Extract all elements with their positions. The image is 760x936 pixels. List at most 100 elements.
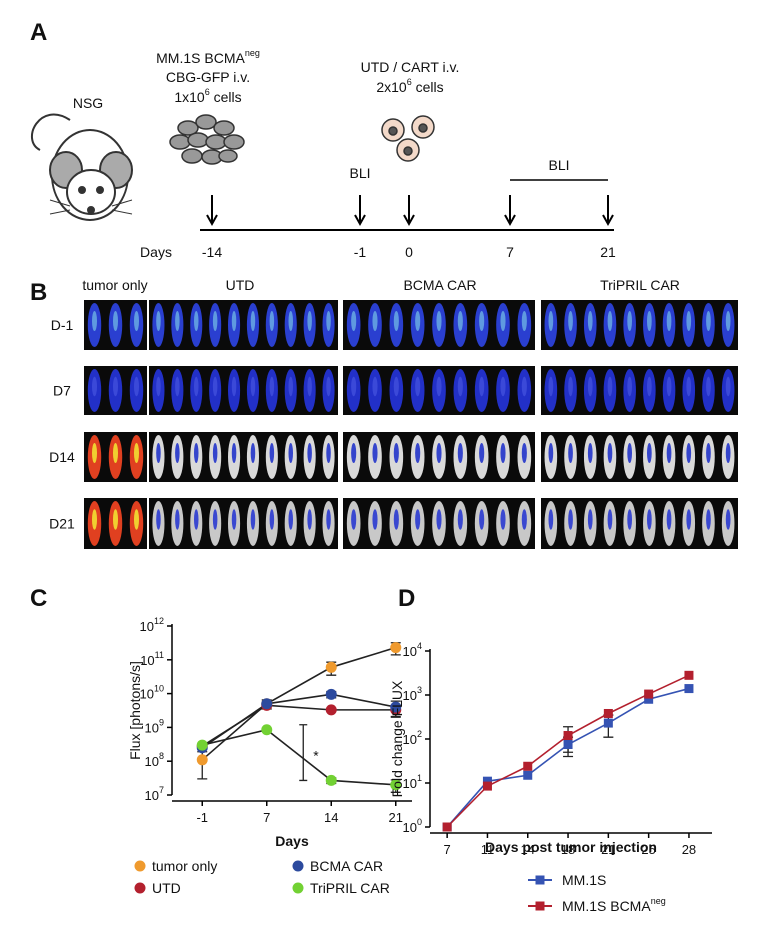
legend-label: MM.1S [562, 872, 606, 888]
point [325, 704, 337, 716]
y-tick-label-part: 10 [403, 732, 417, 747]
row-label: D21 [49, 516, 75, 532]
signal [500, 443, 506, 463]
signal [457, 376, 463, 397]
signal [479, 376, 485, 397]
signal [133, 376, 140, 397]
signal [568, 311, 573, 331]
days-label: Days [140, 244, 172, 260]
signal [288, 376, 294, 397]
signal [250, 509, 256, 530]
signal [436, 443, 442, 463]
signal [548, 443, 554, 463]
y-tick-label-part: 10 [140, 687, 154, 702]
row-label: D14 [49, 449, 75, 465]
signal [269, 443, 275, 463]
signal [351, 311, 357, 331]
signal [307, 509, 312, 530]
signal [133, 509, 140, 530]
tumor-label: CBG-GFP i.v. [166, 69, 250, 85]
y-tick-label-part: 9 [159, 717, 164, 727]
cart-label-part: 2x10 [376, 79, 407, 95]
signal [372, 311, 378, 331]
signal [500, 376, 506, 397]
signal [351, 376, 357, 397]
legend-label-part: MM.1S [562, 872, 606, 888]
signal [706, 443, 711, 463]
x-tick-label: 25 [641, 842, 655, 857]
signal [231, 376, 237, 397]
y-tick-label-part: 2 [417, 729, 422, 739]
signal [212, 376, 218, 397]
signal [666, 509, 672, 530]
point [390, 779, 402, 791]
y-tick-label-part: 7 [159, 785, 164, 795]
bli-label: BLI [548, 157, 569, 173]
signal [686, 443, 692, 463]
y-tick-label: 103 [403, 685, 422, 703]
arrow-head [504, 214, 516, 227]
panel-label: B [30, 279, 47, 306]
signal [500, 509, 506, 530]
column-header: UTD [226, 277, 255, 293]
column-header: BCMA CAR [403, 277, 476, 293]
y-tick-label: 109 [145, 717, 164, 735]
signal [156, 376, 161, 397]
y-tick-label: 108 [145, 751, 164, 769]
signal [351, 509, 357, 530]
x-tick-label: 18 [561, 842, 575, 857]
signal [607, 376, 613, 397]
signal [548, 509, 554, 530]
timeline [200, 179, 614, 231]
signal [393, 376, 399, 397]
y-tick-label-part: 1 [417, 773, 422, 783]
tumor-label-part: 6 [205, 87, 210, 97]
signal [666, 311, 672, 331]
signal [193, 509, 199, 530]
point [325, 774, 337, 786]
signal [587, 311, 593, 331]
y-tick-label-part: 4 [417, 641, 422, 651]
signal [686, 376, 692, 397]
y-tick-label-part: 3 [417, 685, 422, 695]
signal [372, 376, 378, 397]
point [603, 718, 613, 728]
signal [393, 443, 399, 463]
point [442, 822, 452, 832]
day-label: -1 [354, 244, 367, 260]
point [325, 661, 337, 673]
legend-label: tumor only [152, 858, 217, 874]
signal [231, 443, 237, 463]
x-tick-label: 14 [324, 810, 338, 825]
tumor-label-part: 1x10 [174, 89, 205, 105]
signal [193, 311, 199, 331]
y-tick-label: 1011 [140, 650, 164, 668]
host-label: NSG [73, 95, 103, 111]
bli-label: BLI [349, 165, 370, 181]
signal [521, 311, 527, 331]
signal [250, 443, 256, 463]
signal [725, 376, 731, 397]
tumor-label: MM.1S BCMAneg [156, 48, 260, 66]
tumor-label-part: neg [245, 48, 260, 58]
signal [372, 509, 378, 530]
signal [457, 509, 463, 530]
legend-marker [535, 875, 545, 885]
signal [521, 443, 527, 463]
point [644, 694, 654, 704]
signal [269, 509, 275, 530]
day-label: 21 [600, 244, 616, 260]
signal [212, 311, 218, 331]
y-tick-label-part: 10 [145, 788, 159, 803]
signal [646, 443, 652, 463]
signal [212, 443, 218, 463]
signal [231, 509, 237, 530]
signal [627, 509, 633, 530]
signal [91, 443, 98, 463]
legend-label-part: UTD [152, 880, 181, 896]
signal [521, 509, 527, 530]
signal [607, 311, 613, 331]
signal [326, 509, 331, 530]
signal [548, 376, 554, 397]
signal [415, 376, 421, 397]
